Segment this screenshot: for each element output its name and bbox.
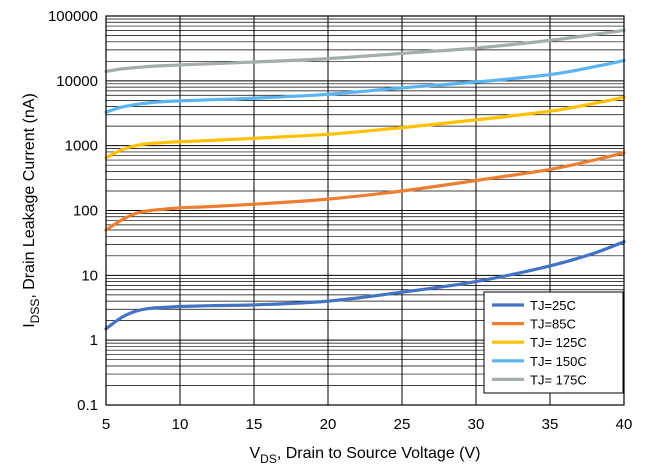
y-tick-labels: 0.1 1 10 100 1000 10000 100000 [48,8,98,414]
minor-grid [106,18,624,386]
y-tick-label: 0.1 [77,397,98,414]
x-tick-label: 30 [468,416,485,433]
y-axis-label-main: I [21,323,38,327]
x-tick-labels: 5 10 15 20 25 30 35 40 [102,416,633,433]
x-tick-label: 35 [542,416,559,433]
legend-label-2: TJ=85C [530,317,576,332]
x-tick-label: 40 [616,416,633,433]
y-axis-label: IDSS, Drain Leakage Current (nA) [21,93,42,328]
legend-label-4: TJ= 150C [530,354,587,369]
plot-frame [105,15,625,406]
x-tick-label: 5 [102,416,110,433]
x-tick-label: 10 [172,416,189,433]
series-line-4 [104,59,626,114]
x-axis-label-main: V [250,445,261,462]
series-line-2 [104,151,626,232]
y-tick-label: 1 [90,332,98,349]
series-line-3 [104,95,626,160]
x-axis-label: VDS, Drain to Source Voltage (V) [250,445,481,466]
x-tick-label: 20 [320,416,337,433]
series-layer [104,28,626,331]
x-axis-label-rest: , Drain to Source Voltage (V) [277,445,481,462]
x-axis-label-subscript: DS [260,452,277,466]
y-tick-label: 10000 [56,73,98,90]
series-line-5 [104,28,626,73]
y-tick-label: 100 [73,203,98,220]
y-axis-label-subscript: DSS [28,299,42,324]
legend-label-3: TJ= 125C [530,335,587,350]
series-line-1 [104,240,626,331]
y-axis-label-rest: , Drain Leakage Current (nA) [21,93,38,298]
x-tick-label: 15 [246,416,263,433]
legend-label-1: TJ=25C [530,298,576,313]
legend-label-5: TJ= 175C [530,372,587,387]
y-tick-label: 100000 [48,8,98,25]
y-tick-label: 10 [81,267,98,284]
x-tick-label: 25 [394,416,411,433]
y-tick-label: 1000 [65,138,98,155]
legend: TJ=25C TJ=85C TJ= 125C TJ= 150C TJ= 175C [483,291,624,394]
